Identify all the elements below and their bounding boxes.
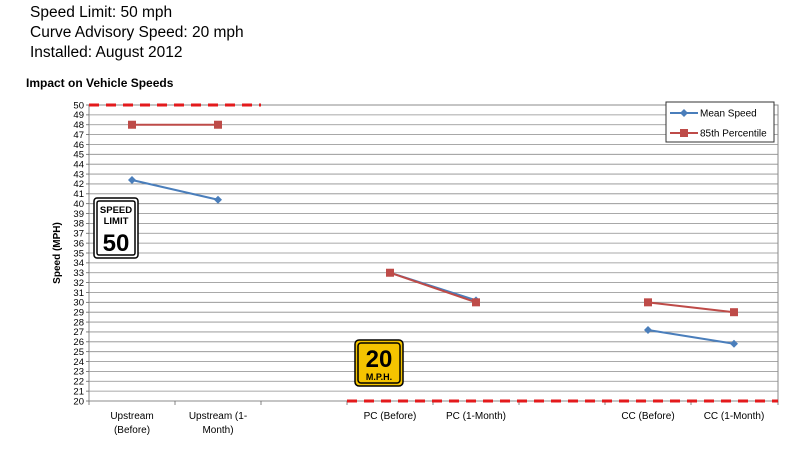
percentile-85-line (647, 301, 735, 314)
x-category-label: Month) (202, 425, 233, 436)
mean-speed-point (214, 195, 222, 204)
percentile-85-point (730, 308, 738, 317)
y-tick-label: 44 (73, 160, 84, 171)
speed-limit-sign (93, 197, 139, 259)
y-tick-label: 49 (73, 110, 84, 121)
speed-limit-text: Speed Limit: 50 mph (30, 4, 173, 21)
legend-square-marker (680, 129, 688, 137)
x-category-label: (Before) (114, 425, 150, 436)
speed-limit-sign-line1: SPEED (100, 205, 132, 216)
mean-speed-point (644, 325, 652, 334)
percentile-85-point (128, 120, 136, 129)
y-tick-label: 20 (73, 396, 84, 407)
mean-speed-line (131, 179, 219, 201)
y-tick-label: 42 (73, 179, 84, 190)
y-tick-label: 34 (73, 258, 84, 269)
y-tick-label: 26 (73, 337, 84, 348)
y-tick-label: 27 (73, 327, 84, 338)
y-tick-label: 45 (73, 150, 84, 161)
mean-speed-point (128, 175, 136, 184)
y-tick-label: 38 (73, 219, 84, 230)
percentile-85-line (389, 271, 477, 304)
y-tick-label: 32 (73, 278, 84, 289)
y-tick-label: 40 (73, 199, 84, 210)
legend-diamond-marker (680, 109, 688, 117)
legend-label: Mean Speed (700, 109, 757, 120)
y-tick-label: 31 (73, 288, 84, 299)
y-tick-label: 24 (73, 357, 84, 368)
percentile-85-point (644, 298, 652, 307)
mean-speed-line (647, 328, 735, 345)
x-category-label: PC (1-Month) (446, 411, 506, 422)
y-tick-label: 43 (73, 169, 84, 180)
y-tick-label: 36 (73, 238, 84, 249)
x-category-label: PC (Before) (364, 411, 417, 422)
y-tick-label: 30 (73, 298, 84, 309)
y-tick-label: 47 (73, 130, 84, 141)
y-tick-label: 22 (73, 377, 84, 388)
speed-limit-sign-border (96, 200, 136, 256)
x-category-label: Upstream (1- (189, 411, 247, 422)
advisory-speed-sign-border (357, 342, 401, 384)
y-tick-label: 39 (73, 209, 84, 220)
advisory-speed-sign (354, 339, 404, 387)
y-tick-label: 48 (73, 120, 84, 131)
legend-label: 85th Percentile (700, 129, 767, 140)
advisory-speed-sign-unit: M.P.H. (366, 372, 392, 382)
advisory-speed-sign-value: 20 (366, 346, 393, 373)
speed-limit-sign-value: 50 (103, 230, 130, 257)
y-tick-label: 25 (73, 347, 84, 358)
percentile-85-point (472, 298, 480, 307)
y-tick-label: 33 (73, 268, 84, 279)
y-tick-label: 41 (73, 189, 84, 200)
y-tick-label: 29 (73, 308, 84, 319)
speed-limit-sign-line2: LIMIT (104, 216, 129, 227)
installed-date-text: Installed: August 2012 (30, 44, 183, 61)
mean-speed-point (730, 339, 738, 348)
x-category-label: Upstream (110, 411, 153, 422)
chart-title: Impact on Vehicle Speeds (26, 76, 174, 90)
x-category-label: CC (Before) (621, 411, 674, 422)
x-category-label: CC (1-Month) (704, 411, 765, 422)
curve-advisory-text: Curve Advisory Speed: 20 mph (30, 24, 244, 41)
y-tick-label: 23 (73, 367, 84, 378)
y-tick-label: 37 (73, 229, 84, 240)
percentile-85-point (386, 268, 394, 277)
y-tick-label: 28 (73, 317, 84, 328)
y-tick-label: 46 (73, 140, 84, 151)
y-tick-label: 35 (73, 248, 84, 259)
y-axis-label: Speed (MPH) (52, 222, 63, 284)
y-tick-label: 50 (73, 100, 84, 111)
y-tick-label: 21 (73, 386, 84, 397)
percentile-85-point (214, 120, 222, 129)
